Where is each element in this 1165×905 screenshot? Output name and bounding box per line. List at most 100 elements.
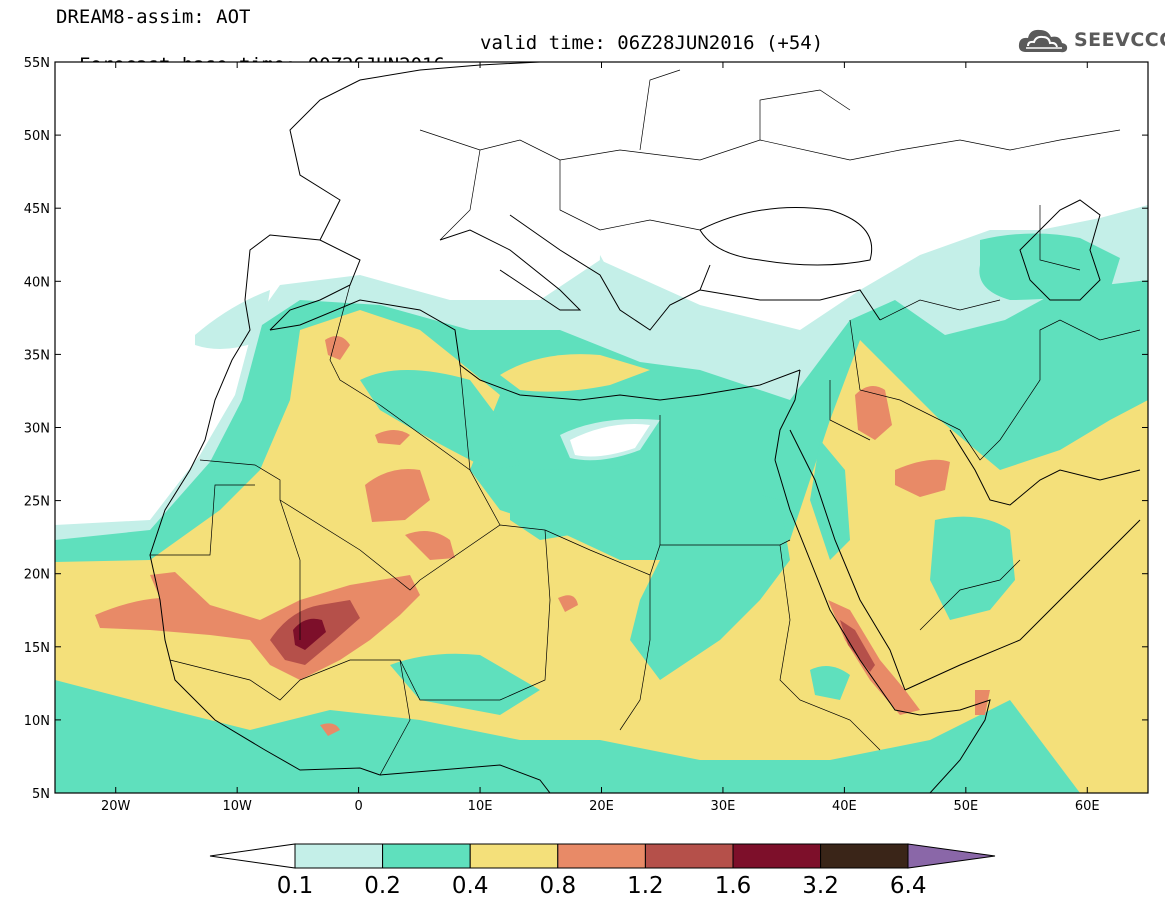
lon-tick-label: 40E	[832, 799, 857, 814]
colorbar-label: 0.8	[540, 873, 577, 899]
coastline-black-sea	[699, 207, 872, 266]
aot-band-0.8	[375, 430, 410, 445]
lon-tick-label: 60E	[1075, 799, 1100, 814]
coastline-arabia-south	[904, 519, 1141, 691]
aot-band-0.8	[365, 469, 430, 522]
lat-tick-label: 45N	[24, 202, 50, 217]
coastlines	[149, 62, 1141, 793]
coastline-italy	[439, 229, 582, 311]
lat-tick-label: 25N	[24, 495, 50, 510]
coastline-red-sea	[774, 459, 921, 716]
colorbar-box	[294, 843, 384, 869]
lat-tick-label: 15N	[24, 641, 50, 656]
aot-band-0.8	[320, 723, 340, 736]
lon-tick-label: 10E	[468, 799, 493, 814]
border	[759, 89, 851, 140]
coastline-gulf-guinea	[379, 764, 551, 793]
border	[379, 659, 411, 776]
colorbar-label: 0.2	[364, 873, 401, 899]
border	[639, 69, 681, 151]
border	[544, 529, 791, 576]
border	[299, 529, 551, 701]
border	[619, 575, 651, 731]
colorbar-label: 6.4	[890, 873, 927, 899]
border	[919, 559, 1021, 631]
colorbar-upper-arrow	[907, 843, 996, 869]
aot-band-0.1	[598, 255, 625, 320]
coastline-mediterranean	[269, 299, 801, 401]
aot-band-0.2	[810, 440, 850, 560]
border	[199, 459, 301, 640]
aot-band-1.6	[293, 618, 326, 650]
coastline-iberia	[244, 234, 361, 331]
coastline-arabia-west	[789, 429, 906, 691]
lon-tick-label: 50E	[953, 799, 978, 814]
lon-tick-label: 10W	[222, 799, 252, 814]
aot-band-0.8	[405, 531, 455, 560]
border	[459, 364, 501, 526]
aot-band-0.4	[500, 354, 650, 392]
lon-tick-label: 20W	[101, 799, 131, 814]
logo-text: SEEVCCC	[1074, 29, 1165, 51]
colorbar-boxes	[294, 843, 909, 869]
lat-tick-label: 55N	[24, 56, 50, 71]
border	[279, 499, 546, 591]
lat-tick-label: 20N	[24, 568, 50, 583]
lat-tick-label: 10N	[24, 714, 50, 729]
border	[829, 380, 871, 441]
aot-band-0.8	[95, 572, 420, 680]
coastline-gulf	[949, 429, 1141, 506]
aot-band-0.2	[360, 370, 520, 470]
seevccc-logo: SEEVCCC	[1018, 24, 1165, 58]
colorbar-lower-arrow	[209, 843, 296, 869]
border	[779, 544, 881, 751]
valid-time: valid time: 06Z28JUN2016 (+54)	[480, 32, 824, 54]
lon-tick-label: 20E	[589, 799, 614, 814]
aot-band-0.2	[930, 516, 1015, 620]
cloud-icon	[1018, 29, 1068, 53]
lat-tick-label: 35N	[24, 348, 50, 363]
map-title: DREAM8-assim: AOT	[56, 6, 251, 28]
colorbar-label: 1.2	[627, 873, 664, 899]
colorbar-box	[557, 843, 646, 869]
lon-tick-label: 0	[354, 799, 362, 814]
colorbar-label: 0.4	[452, 873, 489, 899]
colorbar-labels: 0.1 0.2 0.4 0.8 1.2 1.6 3.2 6.4	[277, 873, 927, 899]
colorbar-box	[820, 843, 909, 869]
aot-band-0.8	[855, 386, 892, 440]
lat-tick-label: 30N	[24, 422, 50, 437]
border	[879, 299, 1001, 321]
colorbar-box	[382, 843, 471, 869]
coastline-caspian	[1019, 199, 1101, 301]
coastline-africa-west	[149, 299, 381, 776]
colorbar-label: 0.1	[277, 873, 314, 899]
aot-band-0.8	[895, 459, 950, 497]
aot-contours	[55, 205, 1148, 793]
aot-band-0.8	[558, 595, 578, 612]
border	[959, 319, 1141, 461]
longitude-axis: 20W 10W 0 10E 20E 30E 40E 50E 60E	[101, 62, 1100, 814]
aot-band-0.2	[979, 233, 1120, 300]
colorbar-box	[469, 843, 559, 869]
coastline-europe	[289, 62, 541, 241]
lat-tick-label: 5N	[32, 787, 50, 802]
border	[1039, 205, 1081, 271]
latitude-axis: 55N 50N 45N 40N 35N 30N 25N 20N 15N 10N 5N	[24, 56, 1148, 802]
aot-band-0.1	[195, 290, 270, 349]
aot-band-0.2	[810, 666, 850, 700]
lon-tick-label: 30E	[711, 799, 736, 814]
border	[329, 284, 471, 471]
aot-band-0.2	[510, 460, 790, 680]
lat-tick-label: 50N	[24, 129, 50, 144]
lat-tick-label: 40N	[24, 275, 50, 290]
aot-band-1.2	[840, 620, 875, 672]
coastline-balkans-greece	[509, 214, 711, 331]
country-borders	[150, 69, 1141, 776]
colorbar-label: 1.6	[715, 873, 752, 899]
colorbar-label: 3.2	[802, 873, 839, 899]
colorbar-box	[644, 843, 734, 869]
aot-low-area	[570, 424, 650, 457]
border	[849, 319, 961, 431]
